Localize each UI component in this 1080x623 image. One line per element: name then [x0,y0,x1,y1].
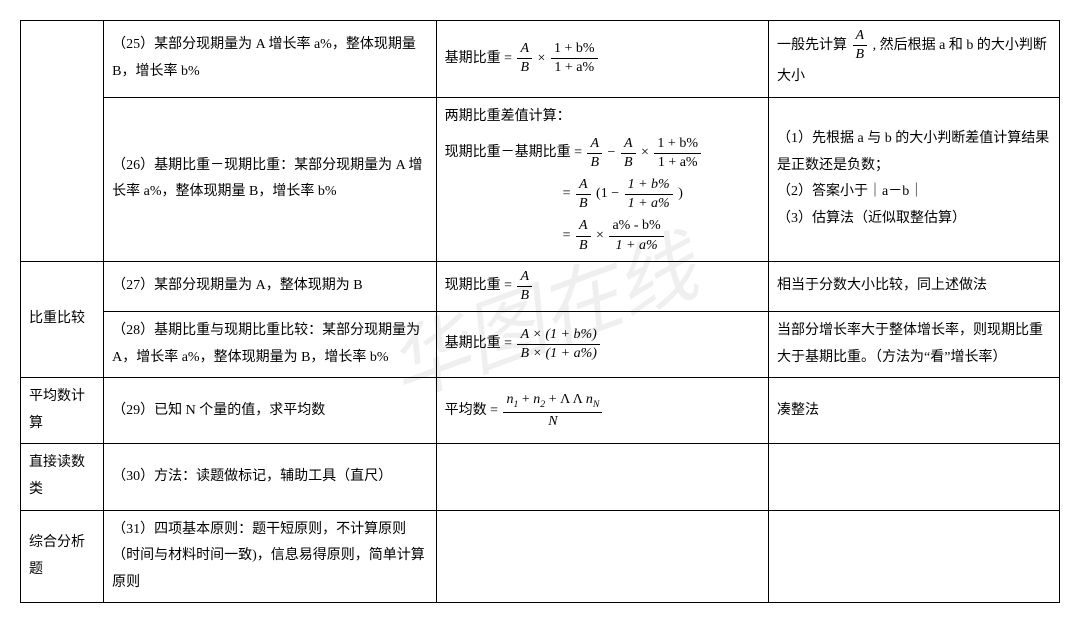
fraction: A B [853,27,868,64]
formula-cell: 两期比重差值计算： 现期比重－基期比重 = A B − A B × 1 + b%… [436,97,768,261]
numerator: n1 + n2 + Λ Λ nN [503,391,602,413]
formula-label: 现期比重 = [445,273,512,300]
denominator: B [853,46,868,64]
desc-cell: （31）四项基本原则：题干短原则，不计算原则（时间与材料时间一致)，信息易得原则… [104,510,436,603]
denominator: 1 + a% [551,59,598,77]
numerator: A [576,176,591,195]
note-line: （1）先根据 a 与 b 的大小判断差值计算结果是正数还是负数； [777,126,1051,179]
denominator: N [503,413,602,431]
formula-cell-empty [436,444,768,510]
denominator: B [576,237,591,255]
table-row: 直接读数类 （30）方法：读题做标记，辅助工具（直尺） [21,444,1060,510]
fraction: A B [517,40,532,77]
formula-cell-empty [436,510,768,603]
note-cell: 凑整法 [769,378,1060,444]
category-cell: 比重比较 [21,261,104,378]
formula-label: 平均数 = [445,398,498,425]
desc-cell: （25）某部分现期量为 A 增长率 a%，整体现期量 B，增长率 b% [104,21,436,98]
table-row: （28）基期比重与现期比重比较：某部分现期量为 A，增长率 a%，整体现期量为 … [21,312,1060,378]
numerator: A [587,135,602,154]
desc-cell: （26）基期比重－现期比重：某部分现期量为 A 增长率 a%，整体现期量 B，增… [104,97,436,261]
desc-cell: （29）已知 N 个量的值，求平均数 [104,378,436,444]
denominator: B × (1 + a%) [517,345,599,363]
note-prefix: 一般先计算 [777,38,847,53]
desc-cell: （28）基期比重与现期比重比较：某部分现期量为 A，增长率 a%，整体现期量为 … [104,312,436,378]
denominator: 1 + a% [609,237,663,255]
numerator: a% - b% [609,217,663,236]
table-row: 比重比较 （27）某部分现期量为 A，整体现期为 B 现期比重 = A B 相当… [21,261,1060,311]
formula-cell: 平均数 = n1 + n2 + Λ Λ nN N [436,378,768,444]
formula-table: （25）某部分现期量为 A 增长率 a%，整体现期量 B，增长率 b% 基期比重… [20,20,1060,603]
times-sign: × [641,140,649,167]
formula-heading: 两期比重差值计算： [445,104,760,131]
category-cell: 平均数计算 [21,378,104,444]
formula-label: 基期比重 = [445,331,512,358]
formula-cell: 基期比重 = A × (1 + b%) B × (1 + a%) [436,312,768,378]
fraction: A × (1 + b%) B × (1 + a%) [517,326,599,363]
paren-close: ) [678,181,683,208]
numerator: A [853,27,868,46]
denominator: B [621,154,636,172]
fraction: n1 + n2 + Λ Λ nN N [503,391,602,431]
fraction: A B [576,217,591,254]
fraction: 1 + b% 1 + a% [625,176,673,213]
fraction: A B [576,176,591,213]
table-row: 综合分析题 （31）四项基本原则：题干短原则，不计算原则（时间与材料时间一致)，… [21,510,1060,603]
denominator: B [576,195,591,213]
times-sign: × [538,46,546,73]
numerator: A [576,217,591,236]
formula-cell: 现期比重 = A B [436,261,768,311]
fraction: 1 + b% 1 + a% [551,40,598,77]
denominator: B [517,59,532,77]
note-cell: 一般先计算 A B , 然后根据 a 和 b 的大小判断大小 [769,21,1060,98]
desc-cell: （30）方法：读题做标记，辅助工具（直尺） [104,444,436,510]
note-cell: （1）先根据 a 与 b 的大小判断差值计算结果是正数还是负数； （2）答案小于… [769,97,1060,261]
numerator: A × (1 + b%) [517,326,599,345]
note-cell-empty [769,510,1060,603]
numerator: 1 + b% [551,40,598,59]
fraction: 1 + b% 1 + a% [654,135,701,172]
paren-open: (1 − [596,181,619,208]
fraction: A B [517,268,532,305]
note-line: （2）答案小于｜a－b｜ [777,179,1051,206]
desc-cell: （27）某部分现期量为 A，整体现期为 B [104,261,436,311]
equals-sign: = [493,181,571,208]
fraction: a% - b% 1 + a% [609,217,663,254]
denominator: 1 + a% [625,195,673,213]
minus-sign: − [608,140,616,167]
formula-cell: 基期比重 = A B × 1 + b% 1 + a% [436,21,768,98]
table-row: 平均数计算 （29）已知 N 个量的值，求平均数 平均数 = n1 + n2 +… [21,378,1060,444]
fraction: A B [587,135,602,172]
equals-sign: = [493,223,571,250]
category-cell: 综合分析题 [21,510,104,603]
numerator: 1 + b% [625,176,673,195]
formula-label: 基期比重 = [445,46,512,73]
note-cell: 相当于分数大小比较，同上述做法 [769,261,1060,311]
numerator: A [517,40,532,59]
formula-label: 现期比重－基期比重 = [445,140,582,167]
numerator: A [621,135,636,154]
category-cell: 直接读数类 [21,444,104,510]
denominator: 1 + a% [654,154,701,172]
table-row: （26）基期比重－现期比重：某部分现期量为 A 增长率 a%，整体现期量 B，增… [21,97,1060,261]
fraction: A B [621,135,636,172]
times-sign: × [596,223,604,250]
denominator: B [517,287,532,305]
table-row: （25）某部分现期量为 A 增长率 a%，整体现期量 B，增长率 b% 基期比重… [21,21,1060,98]
numerator: 1 + b% [654,135,701,154]
note-line: （3）估算法（近似取整估算） [777,206,1051,233]
category-cell-empty [21,21,104,262]
numerator: A [517,268,532,287]
note-cell: 当部分增长率大于整体增长率，则现期比重大于基期比重。（方法为“看”增长率） [769,312,1060,378]
denominator: B [587,154,602,172]
note-cell-empty [769,444,1060,510]
